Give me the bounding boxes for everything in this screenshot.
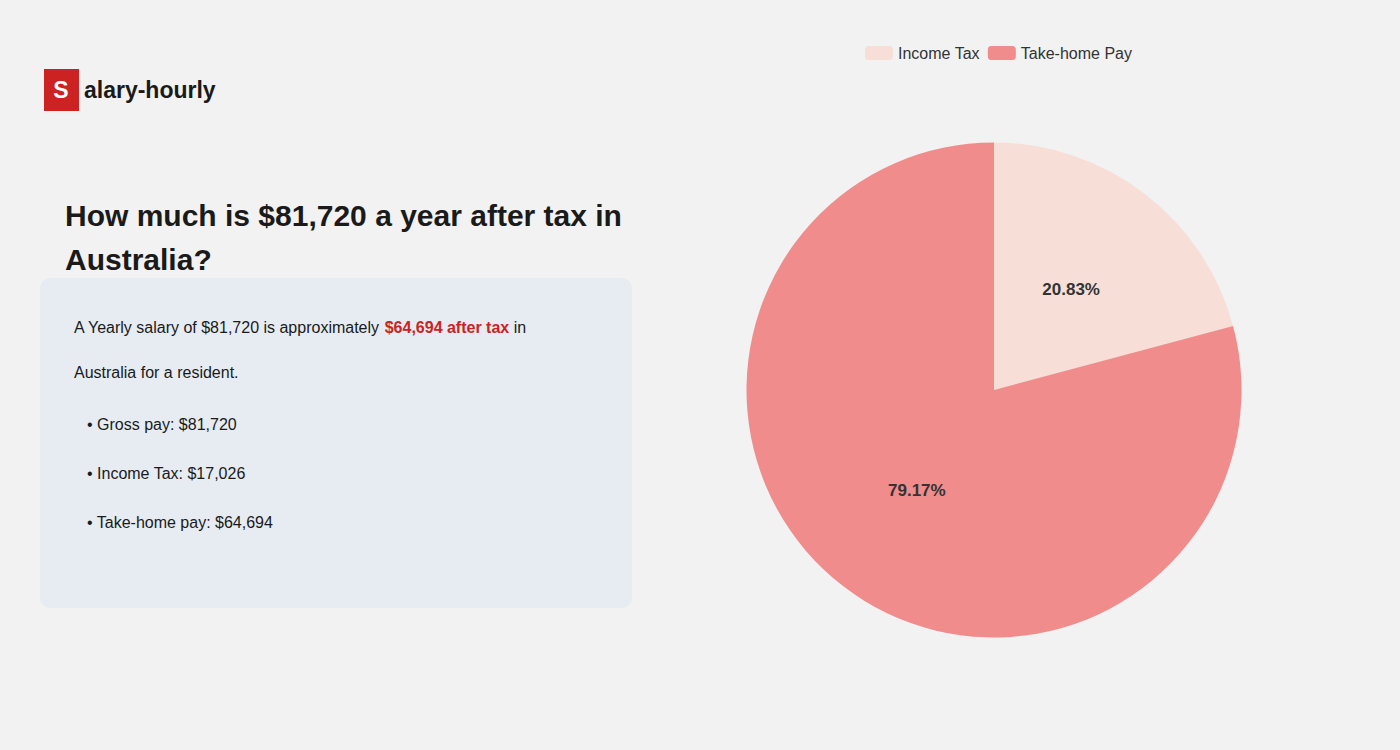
svg-text:$64,694 after tax: $64,694 after tax [385, 319, 510, 336]
svg-text:Take-home Pay: Take-home Pay [1021, 45, 1132, 62]
svg-text:• Income Tax: $17,026: • Income Tax: $17,026 [87, 465, 245, 482]
svg-text:• Take-home pay: $64,694: • Take-home pay: $64,694 [87, 514, 273, 531]
svg-text:20.83%: 20.83% [1042, 280, 1100, 299]
svg-text:79.17%: 79.17% [888, 481, 946, 500]
svg-text:Income Tax: Income Tax [898, 45, 980, 62]
svg-text:alary-hourly: alary-hourly [84, 77, 216, 103]
svg-text:• Gross pay: $81,720: • Gross pay: $81,720 [87, 416, 237, 433]
svg-text:Australia?: Australia? [65, 243, 212, 276]
svg-text:How much is $81,720 a year aft: How much is $81,720 a year after tax in [65, 199, 622, 232]
svg-text:in: in [509, 319, 526, 336]
svg-text:S: S [53, 77, 68, 103]
svg-text:A Yearly salary of $81,720 is: A Yearly salary of $81,720 is approximat… [74, 319, 384, 336]
svg-text:Australia for a resident.: Australia for a resident. [74, 364, 239, 381]
